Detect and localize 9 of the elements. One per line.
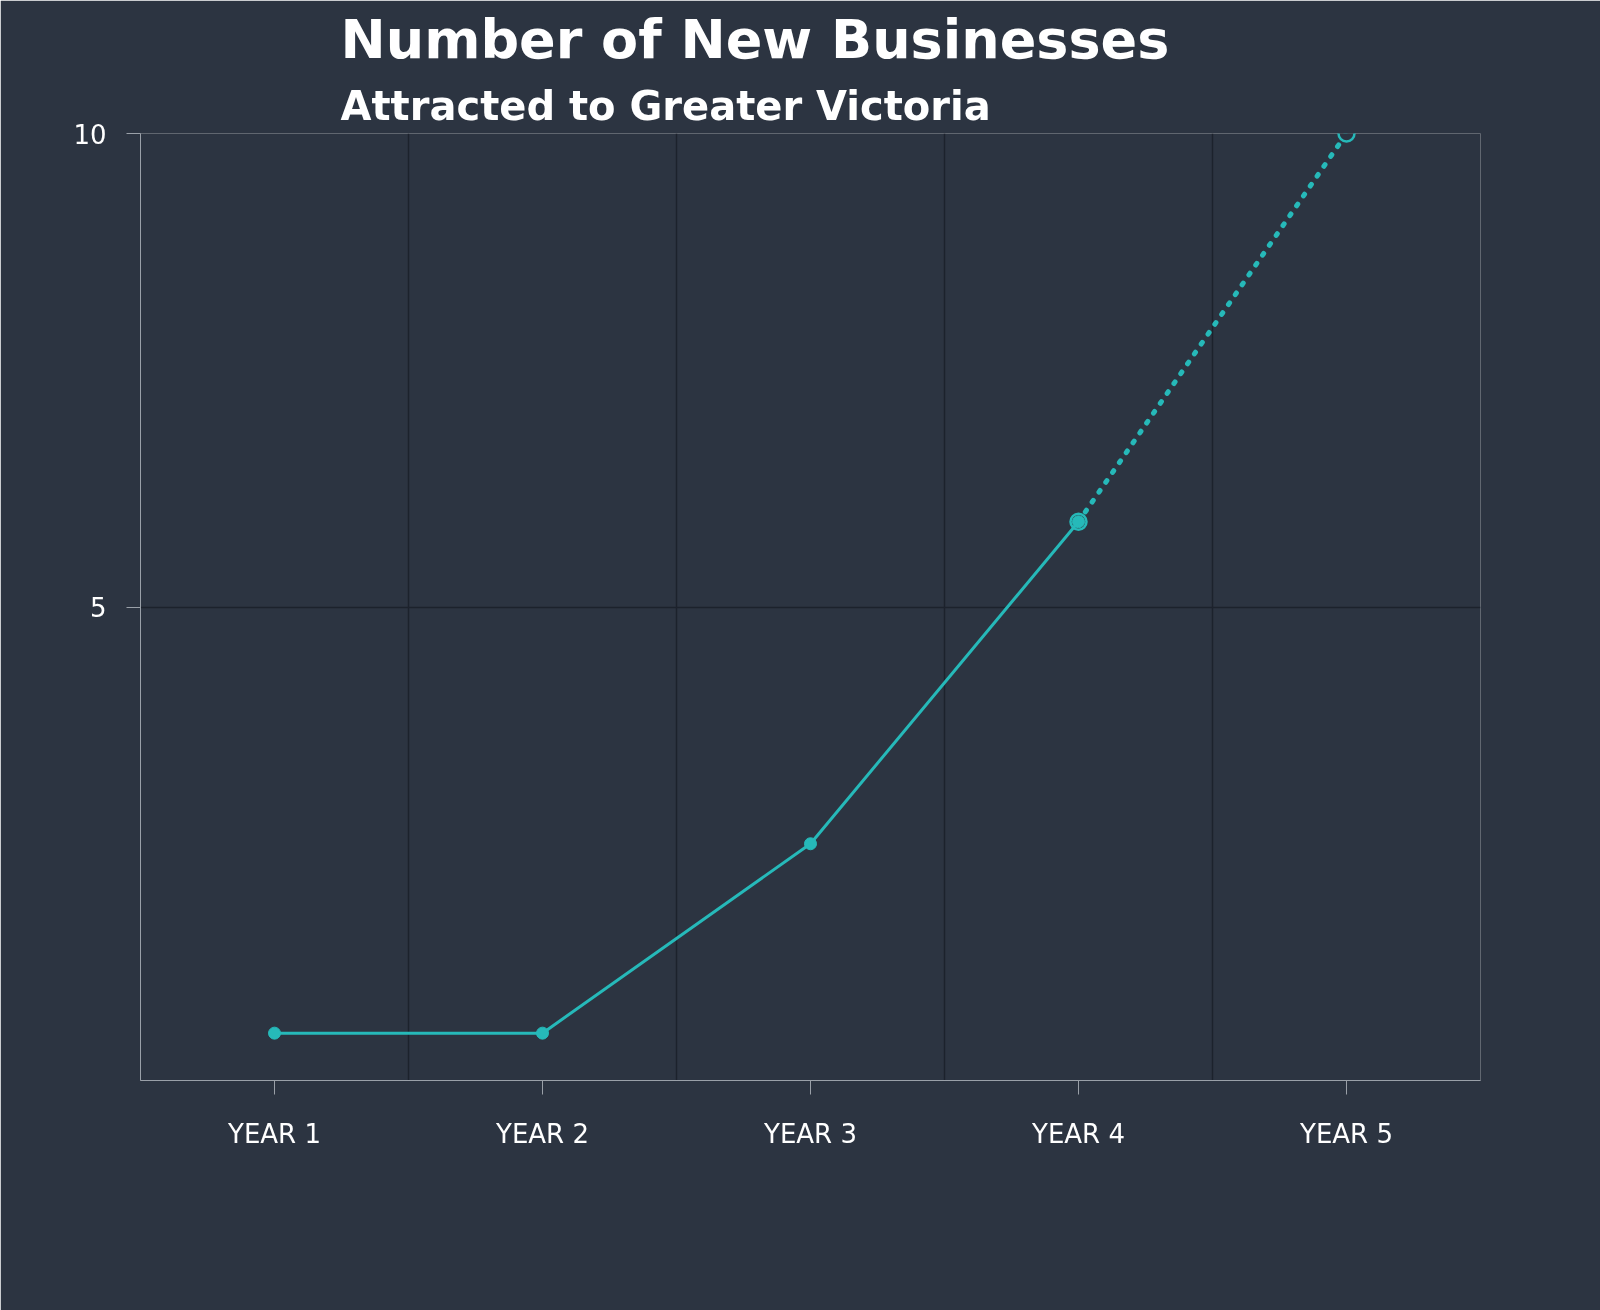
chart-subtitle: Attracted to Greater Victoria <box>340 82 991 129</box>
x-tick-label: YEAR 2 <box>495 1118 589 1149</box>
x-tick-label: YEAR 1 <box>227 1118 321 1149</box>
x-tick-label: YEAR 3 <box>763 1118 857 1149</box>
y-tick-label: 5 <box>89 593 107 623</box>
x-tick-label: YEAR 4 <box>1031 1118 1125 1149</box>
y-tick-label: 10 <box>73 119 107 150</box>
chart-title: Number of New Businesses <box>340 7 1170 71</box>
x-tick-label: YEAR 5 <box>1299 1118 1393 1149</box>
